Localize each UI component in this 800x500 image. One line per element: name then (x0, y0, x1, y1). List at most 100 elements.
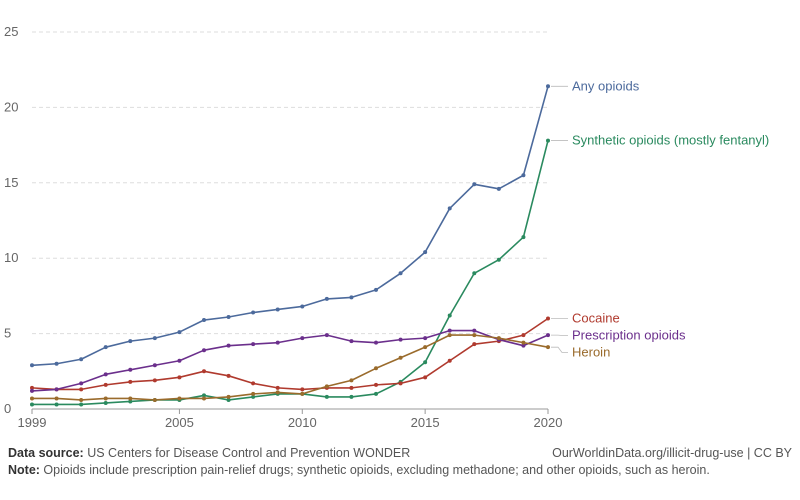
data-point (79, 381, 84, 386)
data-point (152, 397, 157, 402)
data-point (251, 381, 256, 386)
data-point (423, 250, 428, 255)
data-point (472, 328, 477, 333)
source-text: US Centers for Disease Control and Preve… (83, 446, 411, 460)
data-point (202, 369, 206, 374)
data-point (423, 360, 428, 365)
y-tick-label: 25 (4, 24, 18, 39)
data-point (374, 382, 378, 387)
data-point (226, 373, 231, 378)
data-point (324, 394, 329, 399)
data-point (472, 333, 477, 338)
y-tick-label: 15 (4, 175, 18, 190)
data-point (472, 342, 477, 347)
data-point (275, 340, 280, 345)
data-point (251, 391, 256, 396)
series-line (31, 329, 549, 392)
data-point (374, 287, 378, 292)
data-point (128, 367, 133, 372)
data-point (226, 343, 231, 348)
data-point (54, 361, 59, 366)
data-point (374, 340, 378, 345)
series-label: Prescription opioids (572, 328, 686, 343)
y-tick-label: 20 (4, 99, 18, 114)
data-point (79, 387, 84, 392)
data-point (128, 399, 133, 404)
data-point (202, 393, 206, 398)
data-point (103, 345, 108, 350)
label-connector (551, 346, 568, 353)
footer-note: Note: Opioids include prescription pain-… (8, 463, 792, 477)
data-point (54, 387, 59, 392)
data-point (79, 357, 84, 362)
data-point (30, 396, 34, 401)
data-point (202, 318, 206, 323)
data-point (447, 313, 452, 318)
data-point (546, 84, 550, 89)
data-point (398, 355, 403, 360)
data-point (300, 387, 305, 392)
data-point (324, 384, 329, 389)
data-point (128, 339, 133, 344)
data-point (177, 358, 182, 363)
grid-lines (32, 31, 548, 335)
data-point (374, 366, 378, 371)
data-point (128, 379, 133, 384)
data-point (202, 348, 206, 353)
series-labels: Any opioids Synthetic opioids (mostly fen… (551, 78, 769, 360)
data-point (251, 342, 256, 347)
x-tick-label: 2005 (165, 415, 194, 430)
x-tick-label: 2010 (288, 415, 317, 430)
series-label: Cocaine (572, 311, 620, 326)
data-point (521, 173, 526, 178)
data-point (275, 307, 280, 312)
series-label: Synthetic opioids (mostly fentanyl) (572, 133, 769, 148)
data-point (447, 328, 452, 333)
data-point (152, 378, 157, 383)
data-point (300, 391, 305, 396)
data-point (521, 340, 526, 345)
y-tick-label: 0 (4, 401, 11, 416)
data-point (79, 397, 84, 402)
footer-source: Data source: US Centers for Disease Cont… (8, 446, 792, 460)
data-point (472, 271, 477, 276)
source-label: Data source: (8, 446, 84, 460)
data-point (251, 394, 256, 399)
series-line (31, 317, 549, 391)
data-point (472, 182, 477, 187)
data-point (447, 333, 452, 338)
data-point (251, 310, 256, 315)
data-point (275, 390, 280, 395)
y-tick-label: 10 (4, 250, 18, 265)
data-point (349, 378, 354, 383)
data-point (54, 396, 59, 401)
data-point (226, 394, 231, 399)
data-point (521, 333, 526, 338)
data-point (423, 375, 428, 380)
data-point (324, 333, 329, 338)
line-chart: 0 5 10 15 20 25 1999 2005 2010 2015 2020 Any opioi… (4, 24, 769, 430)
license-link[interactable]: OurWorldinData.org/illicit-drug-use | CC… (552, 446, 792, 460)
x-tick-label: 1999 (18, 415, 47, 430)
data-point (177, 330, 182, 335)
series-label: Heroin (572, 345, 610, 360)
data-point (300, 336, 305, 341)
data-point (152, 363, 157, 368)
data-point (398, 337, 403, 342)
data-point (103, 400, 108, 405)
note-label: Note: (8, 463, 40, 477)
series-line (31, 86, 549, 367)
data-point (30, 388, 34, 393)
data-point (423, 336, 428, 341)
data-point (177, 375, 182, 380)
data-point (546, 345, 550, 350)
data-point (152, 336, 157, 341)
note-text: Opioids include prescription pain-relief… (39, 463, 710, 477)
data-point (349, 385, 354, 390)
data-point (374, 391, 378, 396)
data-point (496, 336, 501, 341)
series-lines (31, 86, 549, 406)
data-point (349, 394, 354, 399)
series-label: Any opioids (572, 78, 640, 93)
data-point (398, 271, 403, 276)
